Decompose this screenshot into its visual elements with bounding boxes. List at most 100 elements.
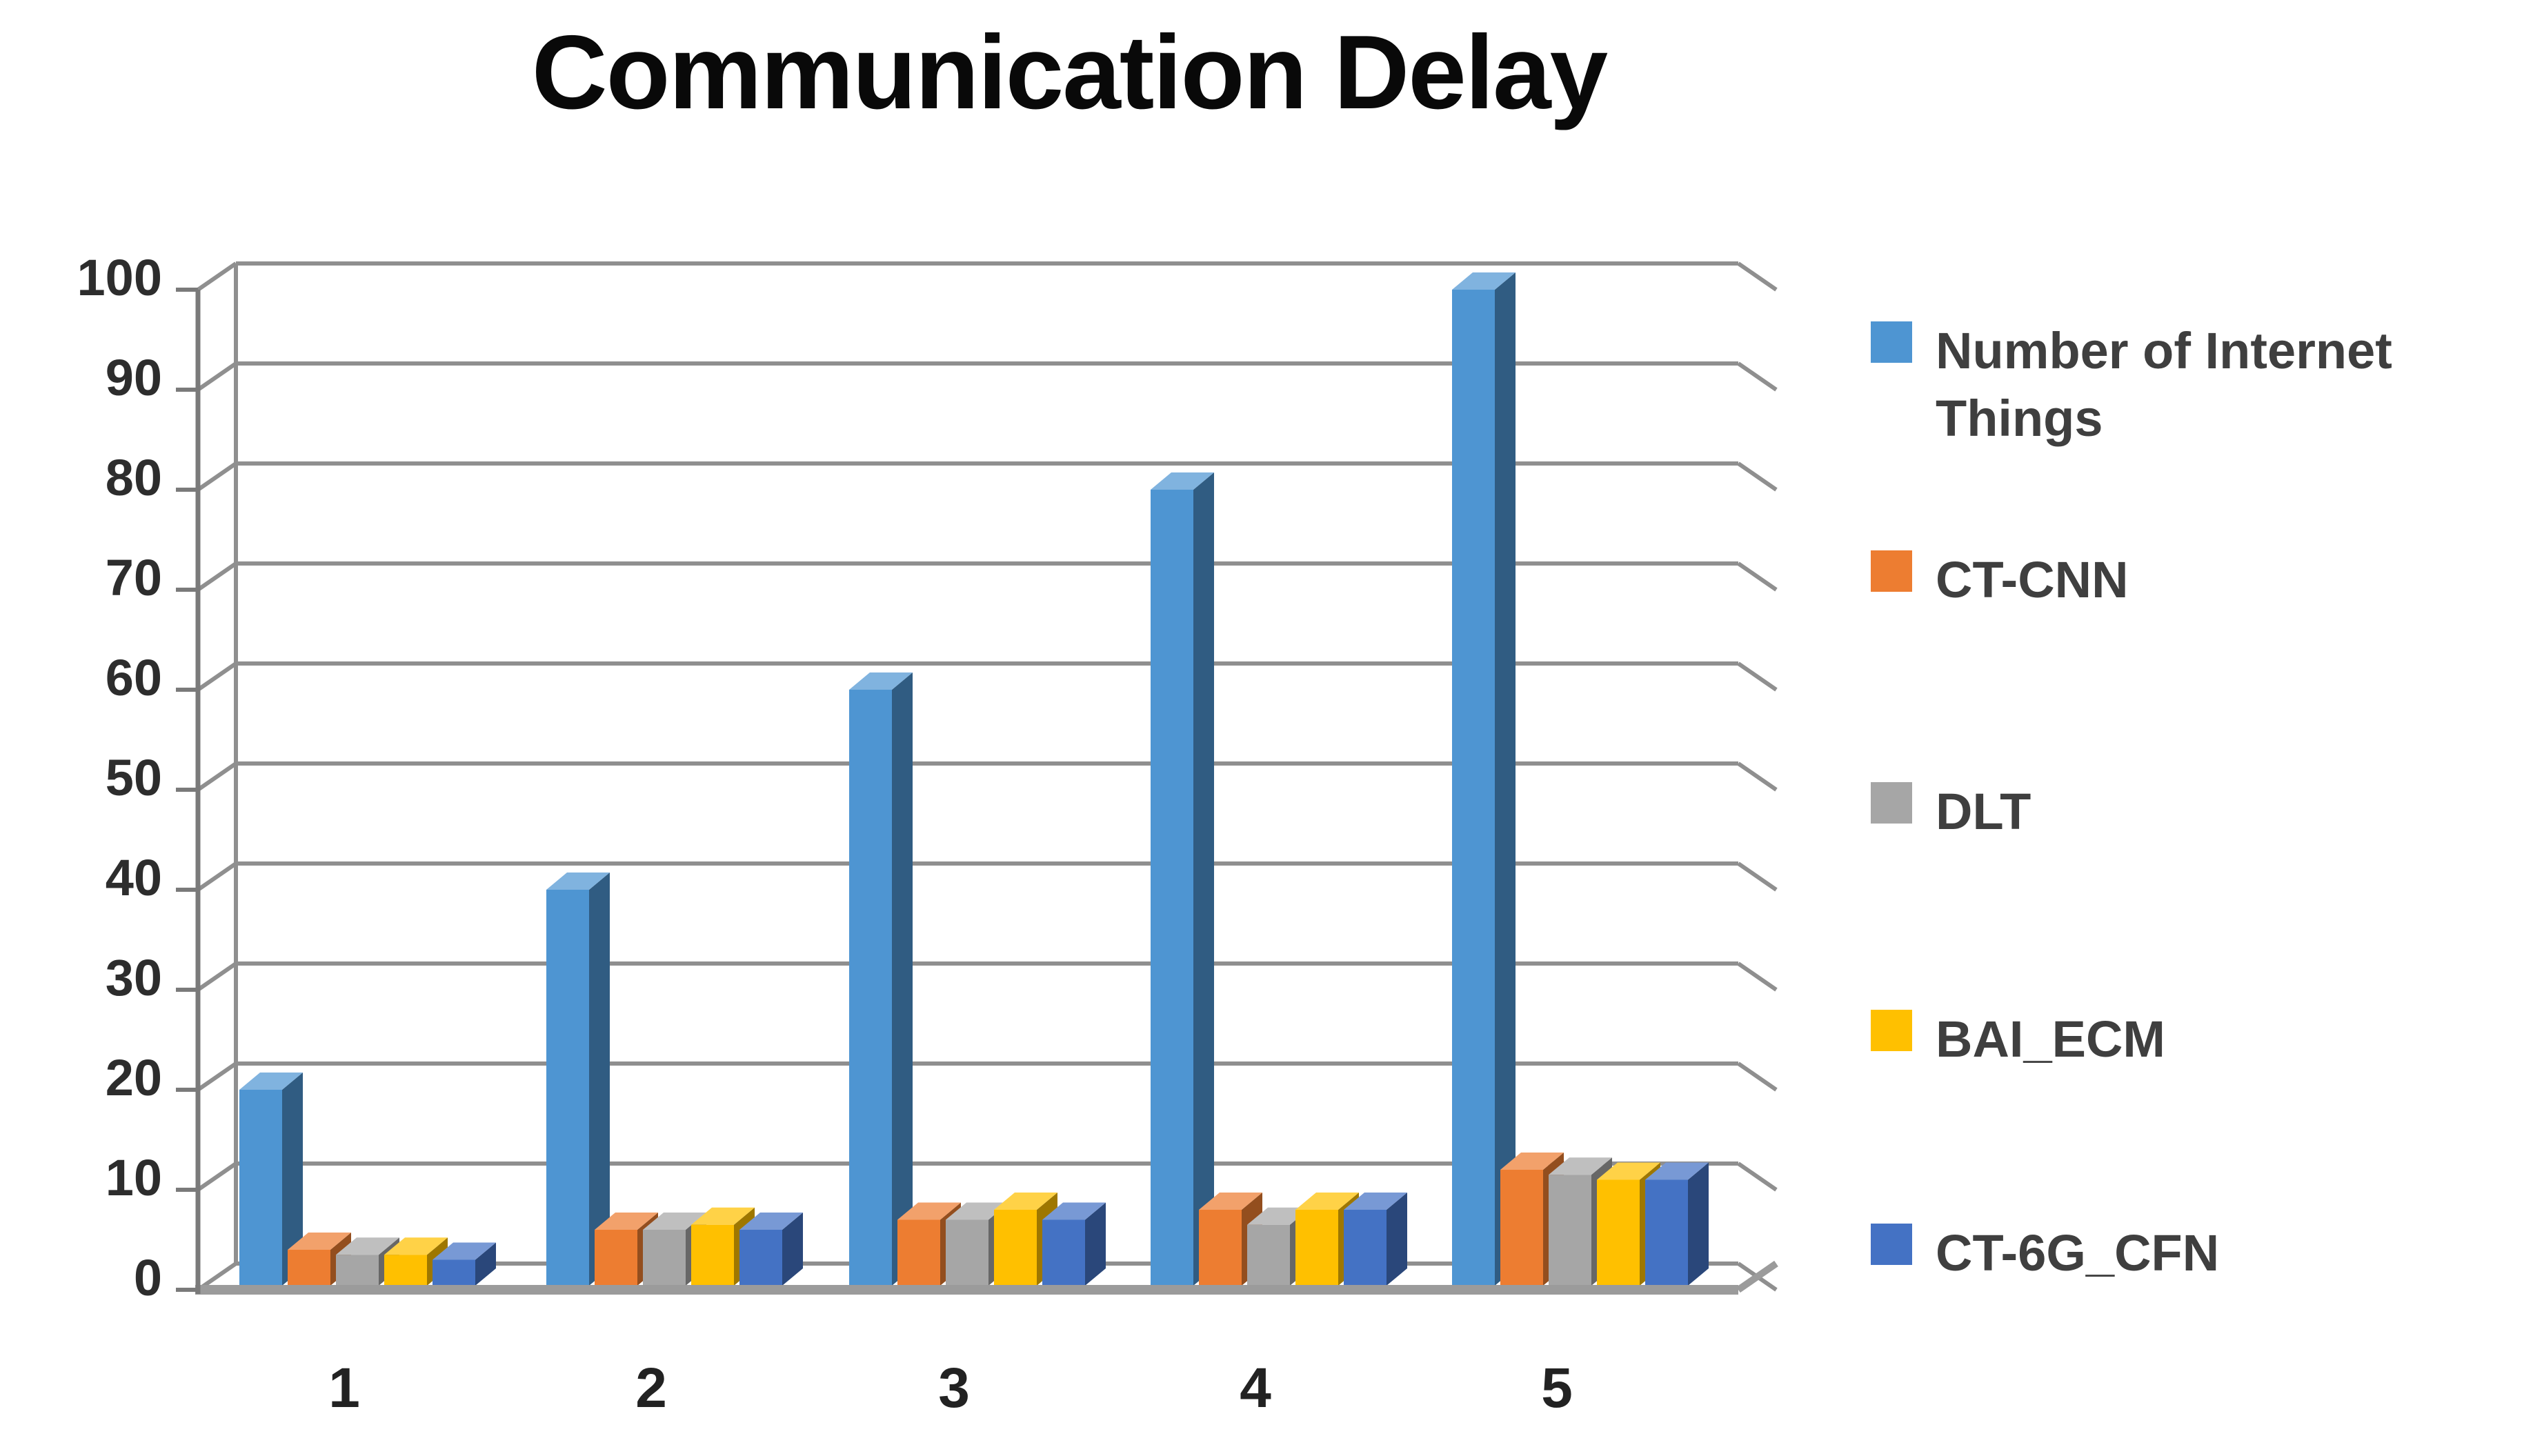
bar-bai-ecm <box>1597 1179 1640 1286</box>
gridline-left-wall <box>197 461 237 492</box>
bar-top-face <box>1295 1193 1359 1210</box>
bar-top-face <box>1645 1162 1709 1180</box>
bar-number-of-internet-things <box>239 1090 282 1286</box>
legend-item: Number of Internet Things <box>1871 317 2487 452</box>
bar-top-face <box>643 1213 706 1230</box>
y-axis-tick-label: 0 <box>134 1249 162 1306</box>
gridline-right-hook <box>1737 861 1778 892</box>
bar-dlt <box>336 1255 379 1286</box>
legend-swatch-orange <box>1871 550 1912 592</box>
legend-item: DLT <box>1871 778 2031 846</box>
bar-top-face <box>288 1233 351 1250</box>
bar-top-face <box>1500 1153 1564 1170</box>
bar-bai-ecm <box>384 1255 427 1286</box>
floor-right-edge <box>1736 1260 1778 1293</box>
y-axis-tick-label: 80 <box>106 449 162 506</box>
y-axis-tick-label: 100 <box>77 249 162 306</box>
y-axis-tick-label: 70 <box>106 549 162 606</box>
x-axis-category-label: 3 <box>938 1357 970 1419</box>
gridline-left-wall <box>197 1161 237 1192</box>
gridline-left-wall <box>197 961 237 992</box>
gridline-left-wall <box>197 261 237 292</box>
bar-side-face <box>282 1073 303 1286</box>
y-axis-tick-label: 20 <box>106 1049 162 1106</box>
bar-bai-ecm <box>1295 1210 1338 1286</box>
bar-bai-ecm <box>994 1210 1037 1286</box>
gridline-left-wall <box>197 861 237 892</box>
bar-side-face <box>1387 1193 1407 1286</box>
bar-top-face <box>1042 1202 1106 1220</box>
gridline-left-wall <box>197 1061 237 1092</box>
gridline-left-wall <box>197 361 237 392</box>
bar-ct-6g-cfn <box>1645 1179 1688 1286</box>
legend-swatch-blue <box>1871 321 1912 363</box>
bar-top-face <box>1151 472 1214 490</box>
bar-ct-cnn <box>288 1250 330 1286</box>
gridline-right-hook <box>1737 461 1778 492</box>
bar-top-face <box>994 1193 1057 1210</box>
gridline-right-hook <box>1737 761 1778 792</box>
bar-number-of-internet-things <box>849 690 892 1286</box>
legend-swatch-royal-blue <box>1871 1224 1912 1265</box>
bar-side-face <box>1688 1162 1709 1286</box>
bar-top-face <box>336 1237 399 1255</box>
legend-swatch-yellow <box>1871 1010 1912 1051</box>
bar-side-face <box>782 1213 803 1286</box>
bar-top-face <box>739 1213 803 1230</box>
legend-swatch-gray <box>1871 782 1912 824</box>
gridline-left-wall <box>197 561 237 592</box>
legend-label: DLT <box>1936 783 2031 840</box>
y-axis-tick-label: 50 <box>106 749 162 806</box>
gridline-right-hook <box>1737 361 1778 392</box>
chart-title: Communication Delay <box>531 14 1608 131</box>
bar-top-face <box>1452 272 1516 290</box>
legend-label: BAI_ECM <box>1936 1010 2166 1068</box>
bar-ct-cnn <box>1500 1170 1543 1286</box>
y-axis-tick-label: 40 <box>106 849 162 906</box>
bar-number-of-internet-things <box>546 890 589 1286</box>
y-axis-tick-label: 30 <box>106 949 162 1006</box>
bar-top-face <box>433 1242 496 1260</box>
bar-dlt <box>1247 1224 1290 1286</box>
bar-top-face <box>239 1073 303 1090</box>
legend-label: Number of Internet Things <box>1936 322 2392 447</box>
bar-dlt <box>643 1230 686 1286</box>
bar-top-face <box>546 872 610 890</box>
legend: Number of Internet Things CT-CNN DLT BAI… <box>1871 0 2526 1456</box>
bar-top-face <box>946 1202 1009 1220</box>
legend-label: CT-CNN <box>1936 551 2129 608</box>
bar-top-face <box>1597 1162 1660 1180</box>
bar-dlt <box>1549 1175 1591 1286</box>
bar-side-face <box>892 672 913 1286</box>
bar-ct-cnn <box>897 1219 940 1286</box>
bar-dlt <box>946 1219 988 1286</box>
x-axis-category-label: 2 <box>635 1357 667 1419</box>
gridline-right-hook <box>1737 561 1778 592</box>
gridline-right-hook <box>1737 961 1778 992</box>
x-axis-category-label: 5 <box>1541 1357 1573 1419</box>
bar-ct-6g-cfn <box>1344 1210 1387 1286</box>
bar-number-of-internet-things <box>1151 490 1193 1286</box>
bar-top-face <box>384 1237 448 1255</box>
gridline-right-hook <box>1737 1061 1778 1092</box>
gridline-right-hook <box>1737 1161 1778 1192</box>
bar-side-face <box>1193 472 1214 1286</box>
bar-side-face <box>475 1242 496 1286</box>
bar-ct-6g-cfn <box>433 1259 475 1286</box>
gridline-right-hook <box>1737 261 1778 292</box>
gridline-right-hook <box>1737 661 1778 692</box>
x-axis-category-label: 4 <box>1240 1357 1271 1419</box>
bar-top-face <box>691 1207 755 1225</box>
bar-top-face <box>1549 1157 1612 1175</box>
bar-top-face <box>1344 1193 1407 1210</box>
bar-bai-ecm <box>691 1224 734 1286</box>
legend-label: CT-6G_CFN <box>1936 1224 2220 1282</box>
bar-top-face <box>1247 1207 1311 1225</box>
bar-top-face <box>1199 1193 1262 1210</box>
bar-ct-cnn <box>595 1230 637 1286</box>
bar-side-face <box>1495 272 1516 1286</box>
bar-top-face <box>595 1213 658 1230</box>
bar-top-face <box>897 1202 961 1220</box>
